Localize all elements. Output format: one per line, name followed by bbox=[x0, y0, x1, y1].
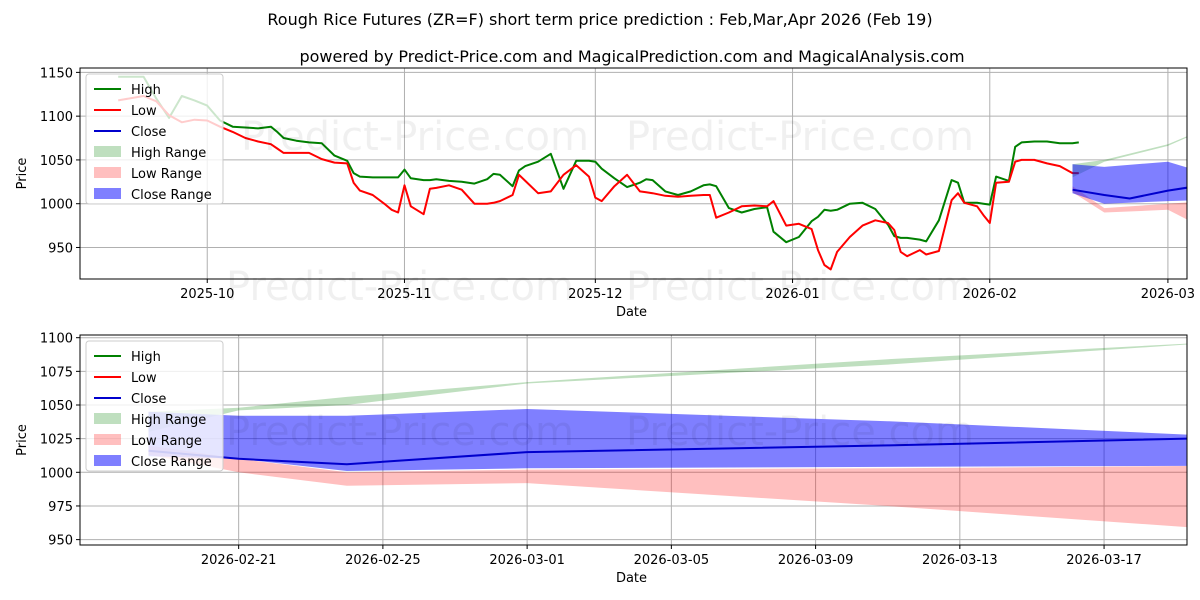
y-tick-label: 1100 bbox=[40, 110, 73, 125]
y-tick-label: 950 bbox=[48, 241, 73, 256]
watermark-text: Predict-Price.com bbox=[226, 264, 574, 310]
x-tick-label: 2026-02-25 bbox=[345, 553, 421, 568]
axes-frame bbox=[79, 67, 1188, 280]
watermark-text: Predict-Price.com bbox=[226, 409, 574, 455]
x-tick-label: 2026-03-13 bbox=[922, 553, 998, 568]
high-range-band bbox=[1072, 136, 1187, 178]
y-tick-label: 1150 bbox=[40, 66, 73, 81]
plot-area bbox=[118, 75, 1187, 271]
x-axis-label: Date bbox=[616, 305, 647, 320]
legend-label-high: High bbox=[131, 83, 161, 98]
y-tick-label: 1000 bbox=[40, 466, 73, 481]
x-tick-label: 2026-03-09 bbox=[778, 553, 854, 568]
legend-box bbox=[85, 340, 224, 472]
low-range-band bbox=[148, 445, 1187, 528]
plot-area bbox=[148, 343, 1187, 528]
legend-swatch-close-range bbox=[94, 455, 121, 466]
watermark-text: Predict-Price.com bbox=[241, 114, 589, 160]
legend-label-high: High bbox=[131, 350, 161, 365]
legend-swatch-low-range bbox=[94, 434, 121, 445]
legend-swatch-close-range bbox=[94, 188, 121, 199]
watermark-text: Predict-Price.com bbox=[626, 114, 974, 160]
x-tick-label: 2025-12 bbox=[568, 287, 622, 302]
x-tick-label: 2026-01 bbox=[765, 287, 819, 302]
y-tick-label: 1000 bbox=[40, 198, 73, 213]
legend-box bbox=[85, 73, 224, 205]
legend-label-close: Close bbox=[131, 392, 166, 407]
close-line bbox=[148, 437, 1187, 466]
x-tick-label: 2025-11 bbox=[377, 287, 431, 302]
y-axis-label: Price bbox=[15, 424, 30, 456]
legend-swatch-high-range bbox=[94, 413, 121, 424]
x-tick-label: 2026-02 bbox=[963, 287, 1017, 302]
legend-label-low: Low bbox=[131, 104, 157, 119]
legend-label-close-range: Close Range bbox=[131, 188, 212, 203]
y-tick-label: 1025 bbox=[40, 433, 73, 448]
legend-swatch-high-range bbox=[94, 146, 121, 157]
x-tick-label: 2026-03-01 bbox=[489, 553, 565, 568]
chart-title: Rough Rice Futures (ZR=F) short term pri… bbox=[267, 10, 932, 29]
top-panel: 2025-10 2025-11 2025-12 2026-01 2026-02 2026-… bbox=[15, 66, 1195, 320]
x-tick-label: 2025-10 bbox=[180, 287, 234, 302]
legend-label-high-range: High Range bbox=[131, 413, 206, 428]
x-tick-label: 2026-03-17 bbox=[1066, 553, 1142, 568]
y-tick-label: 975 bbox=[48, 500, 73, 515]
x-tick-label: 2026-03 bbox=[1141, 287, 1195, 302]
close-line bbox=[1072, 186, 1187, 200]
x-tick-label: 2026-02-21 bbox=[201, 553, 277, 568]
y-tick-label: 1050 bbox=[40, 154, 73, 169]
legend-swatch-low-range bbox=[94, 167, 121, 178]
bottom-panel: 2026-02-21 2026-02-25 2026-03-01 2026-03-05… bbox=[15, 332, 1188, 586]
y-axis-label: Price bbox=[15, 158, 30, 190]
y-tick-label: 1075 bbox=[40, 365, 73, 380]
legend-label-low-range: Low Range bbox=[131, 167, 202, 182]
y-tick-label: 950 bbox=[48, 534, 73, 549]
close-range-band bbox=[148, 409, 1187, 471]
watermark-text: Predict-Price.com bbox=[626, 409, 974, 455]
low-line bbox=[118, 95, 1079, 271]
legend-label-low: Low bbox=[131, 371, 157, 386]
legend-label-close: Close bbox=[131, 125, 166, 140]
chart-subtitle: powered by Predict-Price.com and Magical… bbox=[299, 47, 964, 66]
x-axis-label: Date bbox=[616, 571, 647, 586]
x-tick-label: 2026-03-05 bbox=[634, 553, 710, 568]
high-line bbox=[118, 75, 1079, 244]
low-range-band bbox=[1072, 186, 1187, 220]
legend-label-low-range: Low Range bbox=[131, 434, 202, 449]
y-tick-label: 1050 bbox=[40, 399, 73, 414]
legend-label-high-range: High Range bbox=[131, 146, 206, 161]
watermark-text: Predict-Price.com bbox=[626, 264, 974, 310]
legend-label-close-range: Close Range bbox=[131, 455, 212, 470]
axes-frame bbox=[79, 334, 1188, 546]
y-tick-label: 1100 bbox=[40, 332, 73, 347]
